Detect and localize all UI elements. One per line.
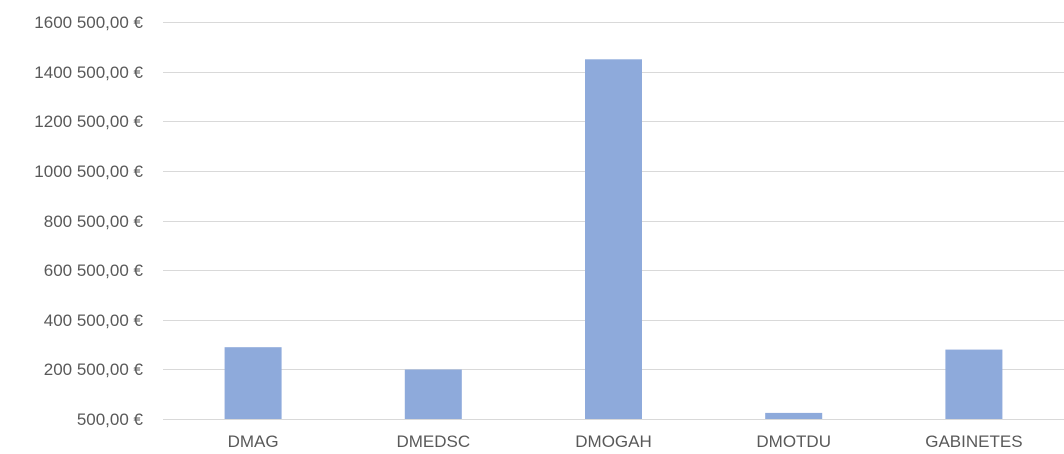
y-tick-label: 400 500,00 € [44, 311, 144, 330]
x-category-label: DMOGAH [575, 432, 652, 451]
bar-gabinetes [945, 349, 1003, 419]
bars [224, 59, 1003, 420]
y-tick-label: 1200 500,00 € [34, 112, 143, 131]
y-tick-label: 1600 500,00 € [34, 13, 143, 32]
x-category-label: GABINETES [925, 432, 1022, 451]
x-category-label: DMEDSC [396, 432, 470, 451]
bar-dmotdu [765, 412, 823, 419]
bar-dmag [224, 347, 282, 419]
x-axis-category-labels: DMAG DMEDSC DMOGAH DMOTDU GABINETES [228, 432, 1023, 451]
y-tick-label: 500,00 € [77, 410, 144, 429]
x-category-label: DMOTDU [756, 432, 831, 451]
y-tick-label: 600 500,00 € [44, 261, 144, 280]
y-tick-label: 1000 500,00 € [34, 162, 143, 181]
x-category-label: DMAG [228, 432, 279, 451]
y-tick-label: 800 500,00 € [44, 212, 144, 231]
bar-dmogah [585, 59, 642, 420]
y-tick-label: 1400 500,00 € [34, 63, 143, 82]
y-axis-tick-labels: 500,00 € 200 500,00 € 400 500,00 € 600 500,… [34, 13, 143, 429]
bar-dmedsc [404, 369, 462, 419]
y-tick-label: 200 500,00 € [44, 360, 144, 379]
